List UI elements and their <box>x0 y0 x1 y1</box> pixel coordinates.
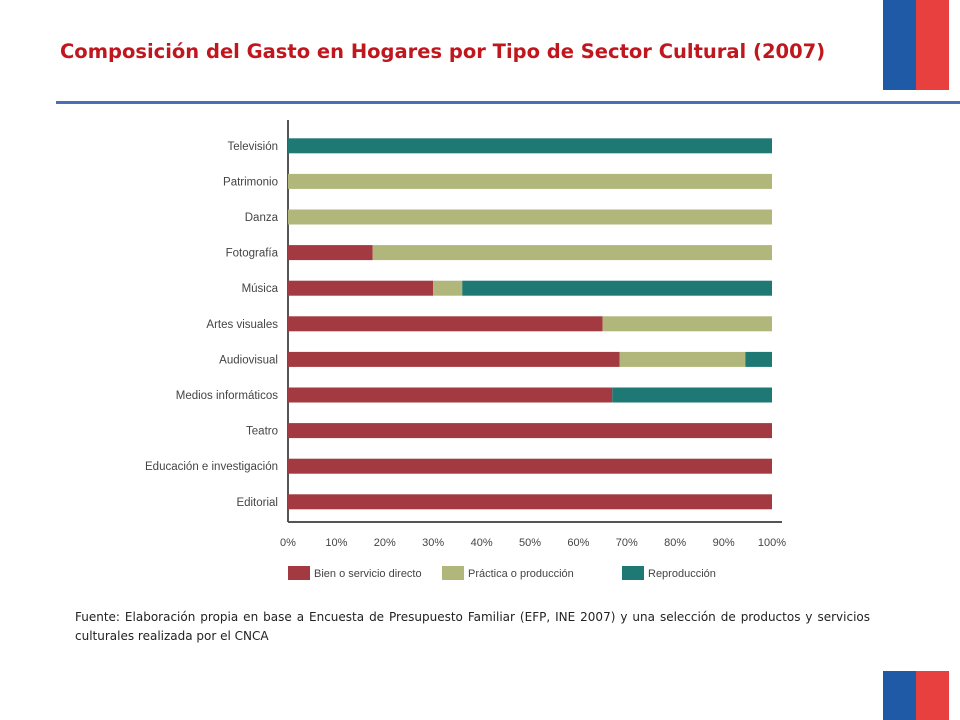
category-label: Medios informáticos <box>176 390 279 402</box>
bar-segment <box>462 280 772 296</box>
slide-title: Composición del Gasto en Hogares por Tip… <box>60 40 826 63</box>
category-label: Audiovisual <box>219 354 278 366</box>
stacked-bar-chart: Televisión Patrimonio Danza Fotografía Músic… <box>145 120 786 580</box>
bar-segment <box>288 458 772 474</box>
category-label: Televisión <box>228 141 279 153</box>
legend-swatch <box>622 566 644 580</box>
category-label: Fotografía <box>226 248 279 260</box>
flag-bottom-right <box>883 671 949 720</box>
bar-segment <box>288 351 620 367</box>
bar-segment <box>288 423 772 439</box>
x-tick-label: 60% <box>567 537 589 549</box>
x-tick-label: 100% <box>758 537 786 549</box>
bar-segment <box>288 494 772 510</box>
bar-segment <box>288 138 772 154</box>
bar-segment <box>602 316 772 332</box>
x-tick-label: 30% <box>422 537 444 549</box>
bar-segment <box>288 173 772 189</box>
source-note: Fuente: Elaboración propia en base a Enc… <box>75 610 870 643</box>
x-tick-label: 40% <box>471 537 493 549</box>
flag-top-right <box>883 0 949 90</box>
category-label: Música <box>242 283 279 295</box>
legend-swatch <box>288 566 310 580</box>
bar-segment <box>288 209 772 225</box>
x-tick-label: 70% <box>616 537 638 549</box>
category-label: Danza <box>245 212 279 224</box>
bar-segment <box>288 387 613 403</box>
title-underline <box>56 101 960 104</box>
bar-segment <box>288 280 434 296</box>
category-label: Patrimonio <box>223 176 278 188</box>
legend-label: Reproducción <box>648 568 716 580</box>
flag-red-stripe <box>916 671 949 720</box>
x-tick-label: 90% <box>713 537 735 549</box>
legend-label: Bien o servicio directo <box>314 568 422 580</box>
bar-segment <box>288 316 603 332</box>
bar-segment <box>612 387 772 403</box>
category-label: Educación e investigación <box>145 461 278 473</box>
bar-segment <box>745 351 772 367</box>
x-tick-label: 20% <box>374 537 396 549</box>
category-label: Teatro <box>246 426 278 438</box>
legend-label: Práctica o producción <box>468 568 574 580</box>
flag-red-stripe <box>916 0 949 90</box>
bar-segment <box>619 351 746 367</box>
bar-segment <box>433 280 463 296</box>
x-tick-label: 50% <box>519 537 541 549</box>
bar-segment <box>288 245 373 261</box>
category-label: Artes visuales <box>206 319 278 331</box>
bar-segment <box>372 245 772 261</box>
x-tick-label: 10% <box>325 537 347 549</box>
x-tick-label: 80% <box>664 537 686 549</box>
flag-blue-stripe <box>883 0 916 90</box>
flag-blue-stripe <box>883 671 916 720</box>
x-tick-label: 0% <box>280 537 296 549</box>
legend-swatch <box>442 566 464 580</box>
category-label: Editorial <box>236 497 278 509</box>
